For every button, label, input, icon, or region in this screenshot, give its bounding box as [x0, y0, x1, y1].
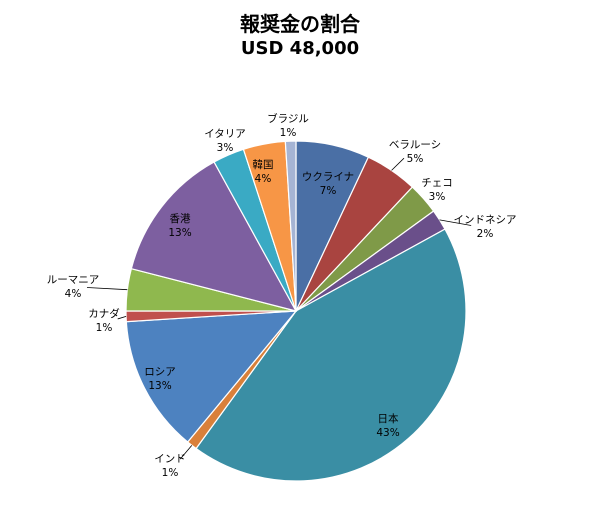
slice-value-label: 13%: [148, 380, 171, 392]
leader-line: [117, 315, 127, 320]
slice-category-label: ウクライナ: [302, 171, 354, 183]
leader-line: [391, 157, 405, 171]
slice-value-label: 5%: [407, 153, 424, 165]
slice-category-label: ベラルーシ: [389, 139, 441, 151]
pie-slice: [130, 161, 298, 312]
pie-slice: [284, 140, 297, 312]
slice-category-label: 日本: [378, 412, 399, 425]
chart-subtitle: USD 48,000: [240, 38, 360, 59]
pie-slice: [195, 228, 467, 482]
slice-category-label: イタリア: [204, 128, 246, 140]
slice-category-label: インド: [154, 453, 186, 465]
slice-value-label: 1%: [280, 127, 297, 139]
slice-value-label: 1%: [162, 467, 179, 479]
slice-category-label: 香港: [170, 213, 191, 225]
slice-value-label: 3%: [429, 191, 446, 203]
slice-value-label: 3%: [217, 142, 234, 154]
slice-category-label: カナダ: [88, 307, 120, 320]
slice-category-label: チェコ: [421, 177, 453, 189]
slice-value-label: 7%: [320, 185, 337, 197]
pie-slice: [125, 310, 298, 443]
slice-category-label: インドネシア: [454, 214, 517, 226]
slice-value-label: 13%: [168, 227, 191, 239]
slice-category-label: 韓国: [253, 159, 274, 171]
chart-title: 報奨金の割合: [240, 12, 360, 36]
slice-value-label: 4%: [65, 288, 82, 300]
slice-category-label: ブラジル: [267, 112, 309, 125]
slice-category-label: ロシア: [144, 366, 176, 378]
slice-value-label: 4%: [255, 173, 272, 185]
slice-value-label: 1%: [96, 322, 113, 334]
slice-value-label: 43%: [376, 427, 399, 439]
slice-category-label: ルーマニア: [47, 274, 100, 286]
slice-value-label: 2%: [477, 228, 494, 240]
leader-line: [439, 219, 472, 226]
leader-line: [86, 287, 128, 291]
leader-line: [179, 445, 193, 460]
